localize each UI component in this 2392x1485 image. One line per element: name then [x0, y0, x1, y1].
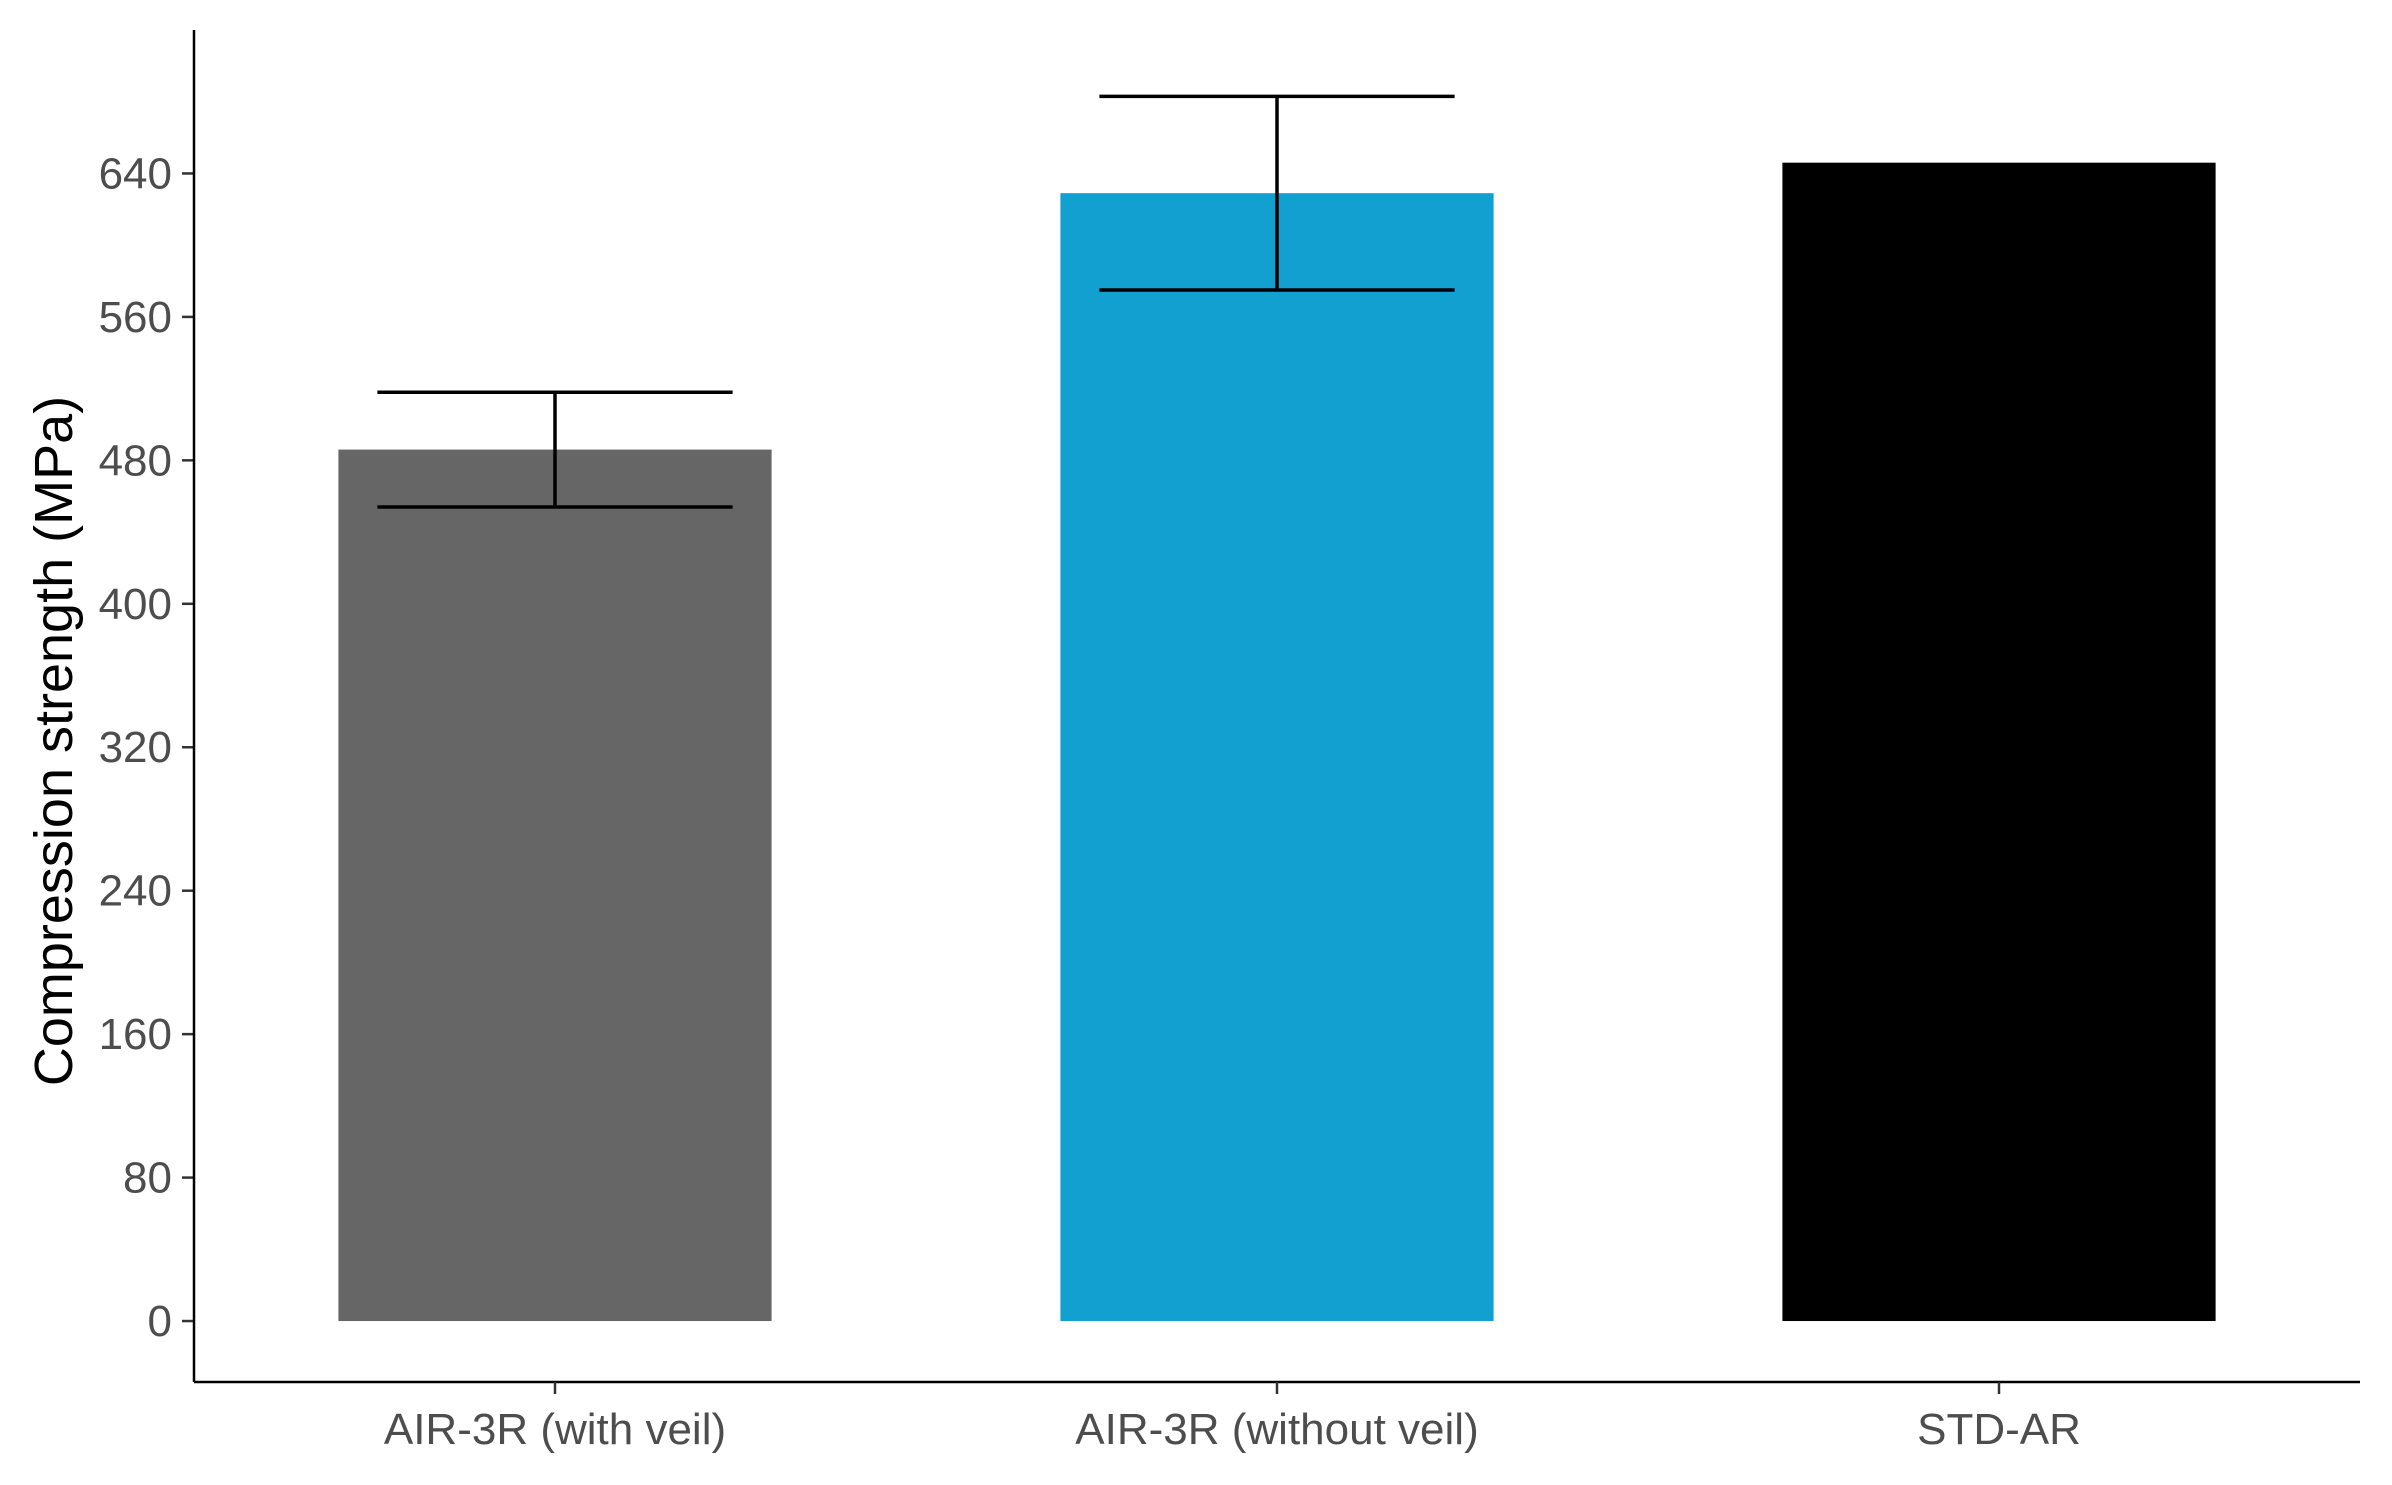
bar-3 — [1782, 162, 2216, 1322]
x-tick-label: AIR-3R (with veil) — [384, 1405, 726, 1454]
bars — [338, 162, 2216, 1322]
x-tick-label: AIR-3R (without veil) — [1075, 1405, 1478, 1454]
error-bar-2 — [1099, 94, 1455, 292]
error-bars — [377, 94, 1455, 509]
y-axis-title: Compression strength (MPa) — [24, 396, 84, 1086]
y-tick-label: 0 — [148, 1297, 172, 1346]
y-tick-label: 320 — [99, 723, 172, 772]
y-tick-label: 560 — [99, 293, 172, 342]
error-bar-1 — [377, 390, 733, 509]
x-axis-ticks: AIR-3R (with veil) AIR-3R (without veil) S… — [384, 1382, 2081, 1454]
y-tick-label: 400 — [99, 580, 172, 629]
y-tick-label: 80 — [123, 1154, 172, 1203]
bar-2 — [1060, 193, 1494, 1322]
y-tick-label: 160 — [99, 1010, 172, 1059]
y-axis-ticks: 0 80 160 240 320 400 480 560 640 — [99, 149, 194, 1346]
y-tick-label: 480 — [99, 436, 172, 485]
bar-1 — [338, 449, 772, 1322]
y-tick-label: 640 — [99, 149, 172, 198]
y-tick-label: 240 — [99, 867, 172, 916]
x-tick-label: STD-AR — [1917, 1405, 2081, 1454]
